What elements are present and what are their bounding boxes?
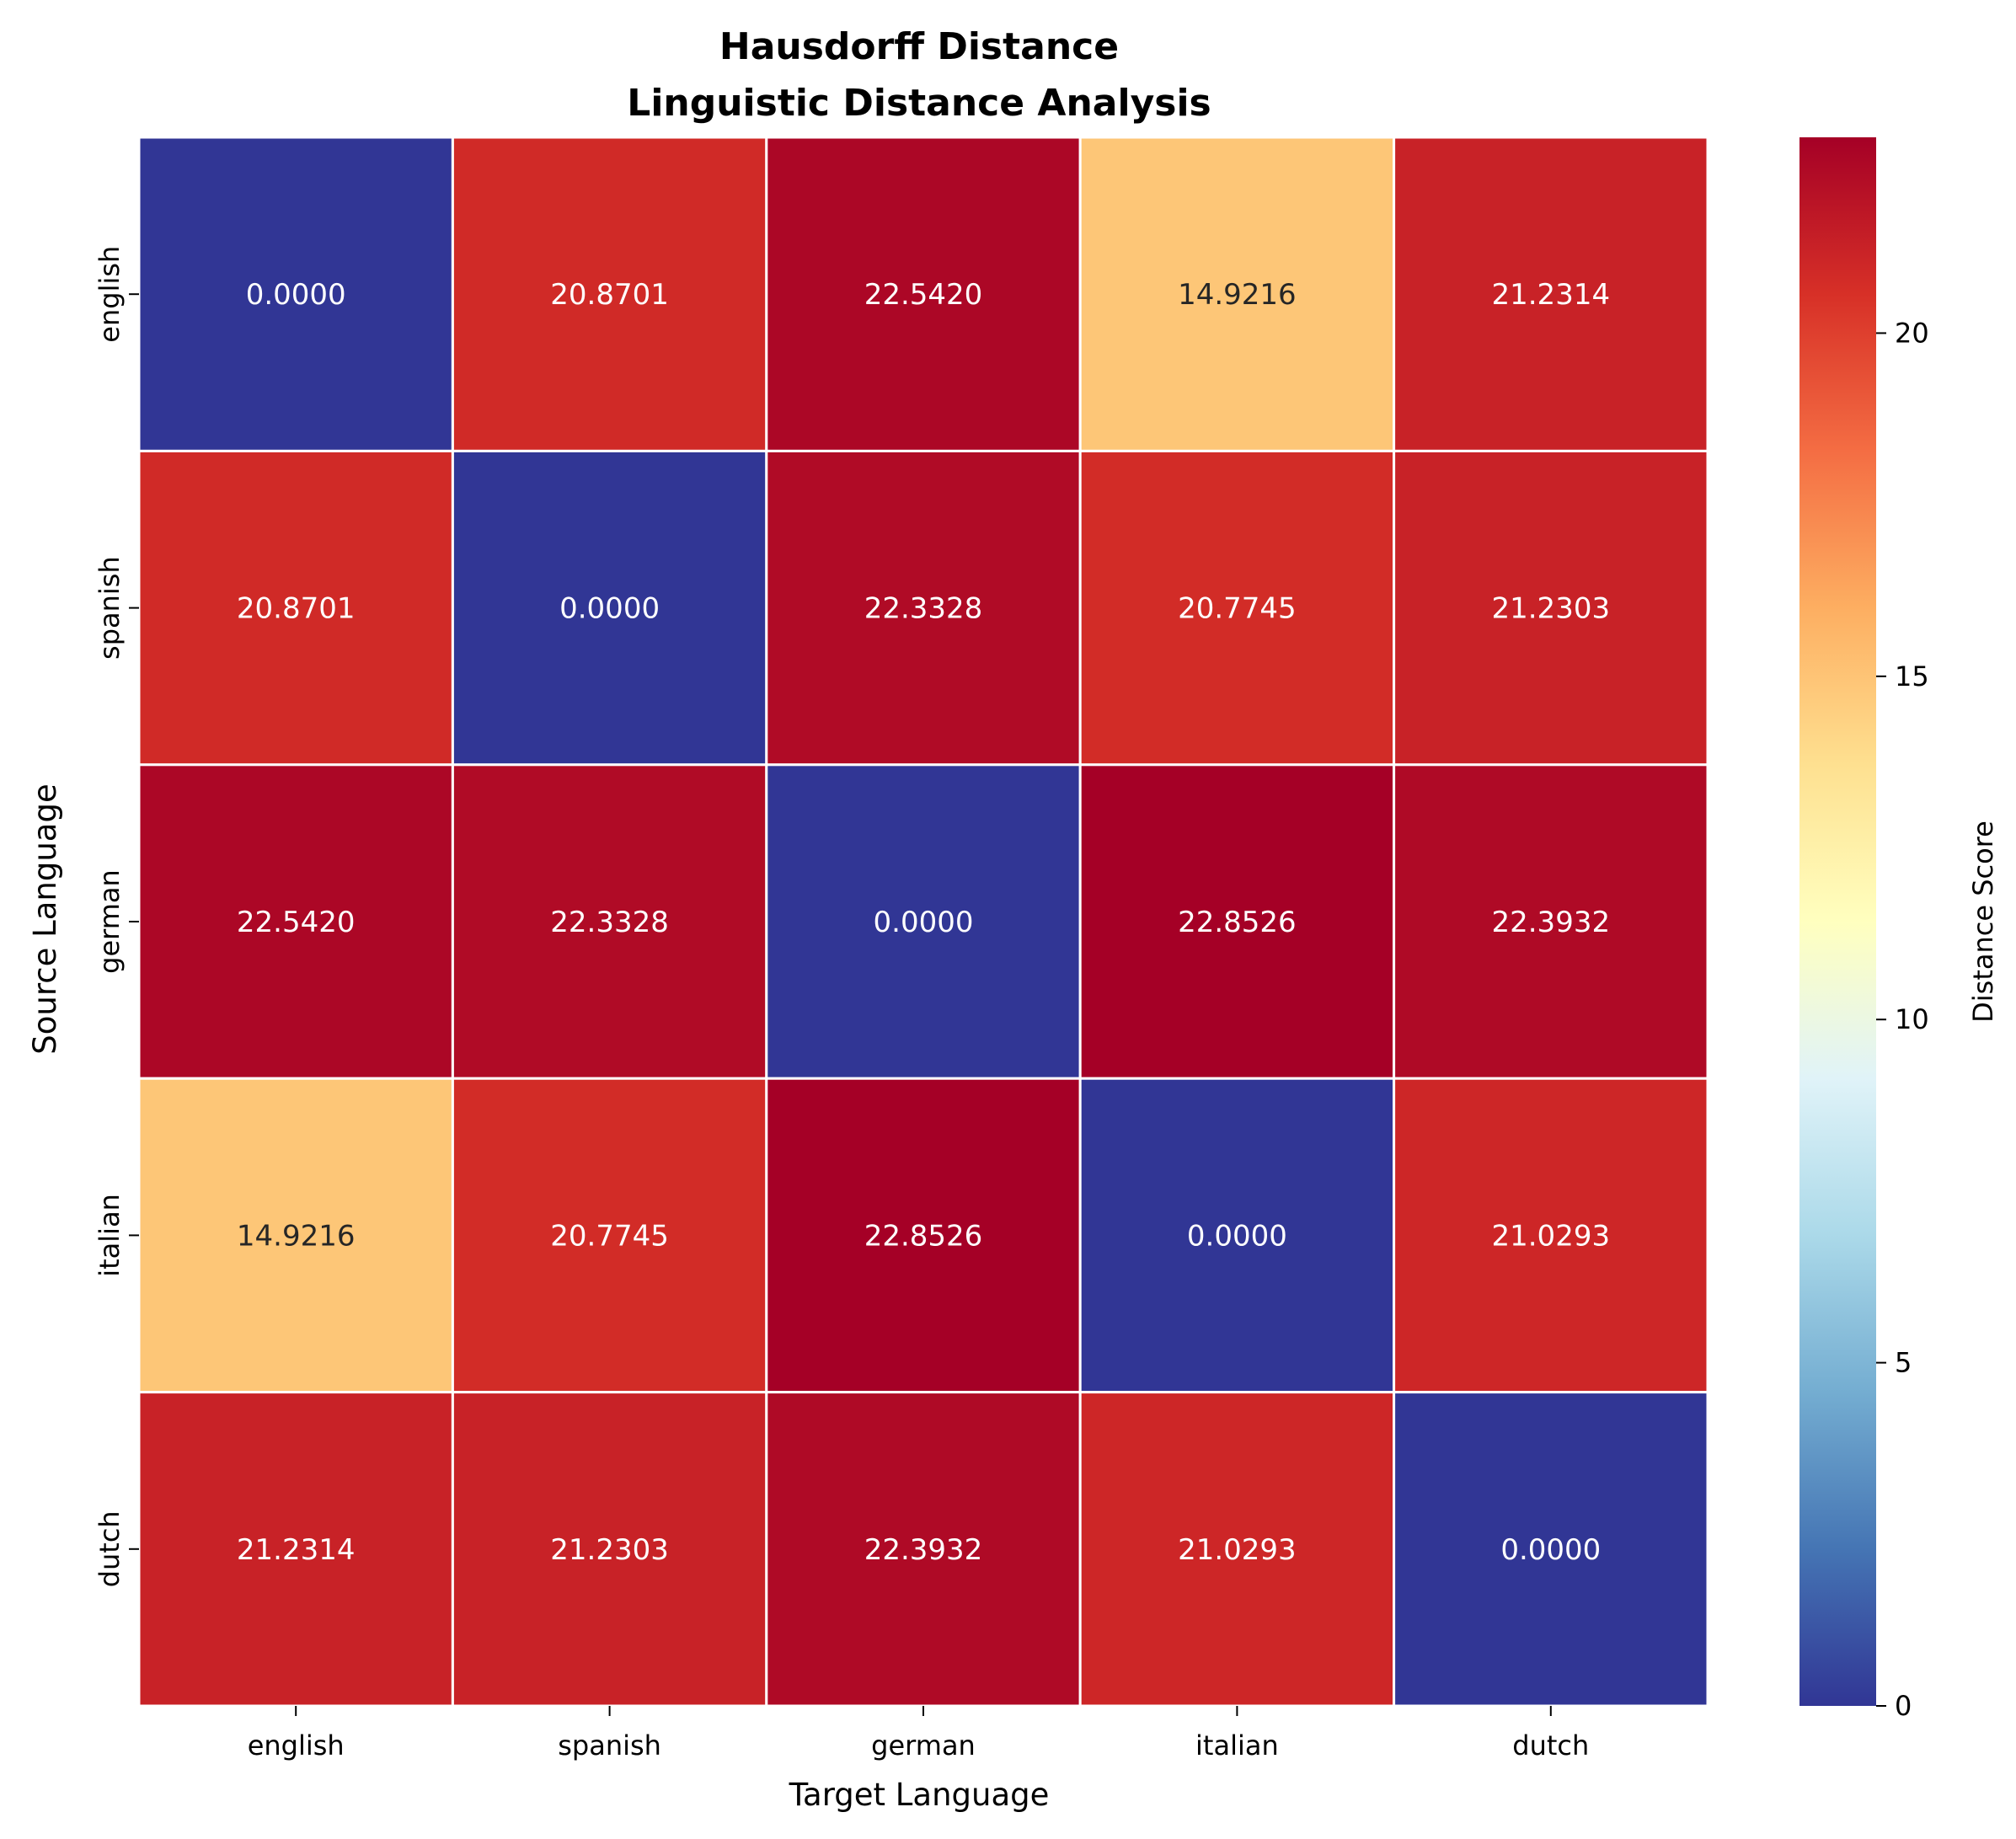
x-tick-label: dutch [1512,1729,1589,1761]
heatmap-cell [451,1391,768,1708]
heatmap-cell [1393,1077,1709,1394]
heatmap-cell [765,449,1082,767]
heatmap-cell [1078,763,1396,1080]
heatmap-value-labels: 0.0000 20.8701 22.5420 14.9216 21.2314 20.870… [237,278,1610,1567]
cell-value-label: 20.7745 [550,1219,669,1253]
colorbar-ticks: 0 5 10 15 20 [1876,317,1929,1722]
heatmap-cell [1393,136,1709,452]
colorbar-tick-label: 20 [1895,317,1929,349]
cell-value-label: 22.8526 [1178,906,1297,939]
chart-title-line2: Linguistic Distance Analysis [627,82,1211,125]
colorbar-tick-label: 10 [1895,1003,1929,1035]
x-axis-ticks: english spanish german italian dutch [248,1706,1589,1761]
cell-value-label: 21.2303 [550,1533,669,1567]
cell-value-label: 0.0000 [1500,1533,1601,1567]
heatmap-cell [765,763,1082,1080]
cell-value-label: 21.0293 [1178,1533,1297,1567]
cell-value-label: 22.3328 [550,906,669,939]
colorbar [1799,137,1876,1706]
heatmap-cells [137,136,1709,1708]
heatmap-cell [137,136,454,452]
heatmap-cell [765,136,1082,452]
heatmap-cell [765,1391,1082,1708]
cell-value-label: 22.3328 [864,592,983,626]
colorbar-label: Distance Score [1967,821,1999,1023]
cell-value-label: 0.0000 [1187,1219,1287,1253]
y-tick-label: spanish [94,556,126,660]
y-axis-label: Source Language [27,783,63,1054]
cell-value-label: 14.9216 [1178,278,1297,312]
cell-value-label: 22.3932 [864,1533,983,1567]
cell-value-label: 22.3932 [1491,906,1610,939]
heatmap-cell [1078,1077,1396,1394]
heatmap-cell [137,449,454,767]
cell-value-label: 0.0000 [559,592,660,626]
y-tick-label: german [94,869,126,974]
x-tick-label: spanish [558,1729,661,1761]
heatmap-cell [1393,1391,1709,1708]
colorbar-tick-label: 5 [1895,1347,1912,1379]
heatmap-cell [1393,449,1709,767]
x-tick-label: english [248,1729,345,1761]
heatmap-cell [137,1391,454,1708]
cell-value-label: 21.0293 [1491,1219,1610,1253]
heatmap-cell [765,1077,1082,1394]
cell-value-label: 21.2314 [1491,278,1610,312]
cell-value-label: 14.9216 [237,1219,356,1253]
cell-value-label: 22.5420 [237,906,356,939]
cell-value-label: 21.2314 [237,1533,356,1567]
heatmap-cell [451,763,768,1080]
cell-value-label: 20.7745 [1178,592,1297,626]
heatmap-cell [451,136,768,452]
heatmap-cell [1393,763,1709,1080]
cell-value-label: 21.2303 [1491,592,1610,626]
colorbar-tick-label: 0 [1895,1690,1912,1722]
x-axis-label: Target Language [789,1777,1050,1813]
heatmap-cell [1078,136,1396,452]
cell-value-label: 20.8701 [550,278,669,312]
y-axis-ticks: english spanish german italian dutch [94,246,139,1587]
y-tick-label: italian [94,1194,126,1277]
cell-value-label: 22.8526 [864,1219,983,1253]
cell-value-label: 20.8701 [237,592,356,626]
y-tick-label: dutch [94,1510,126,1587]
colorbar-tick-label: 15 [1895,660,1929,692]
x-tick-label: german [871,1729,976,1761]
y-tick-label: english [94,246,126,343]
x-tick-label: italian [1195,1729,1279,1761]
heatmap-cell [451,1077,768,1394]
cell-value-label: 22.5420 [864,278,983,312]
chart-title-line1: Hausdorff Distance [719,25,1119,68]
cell-value-label: 0.0000 [874,906,974,939]
cell-value-label: 0.0000 [246,278,346,312]
